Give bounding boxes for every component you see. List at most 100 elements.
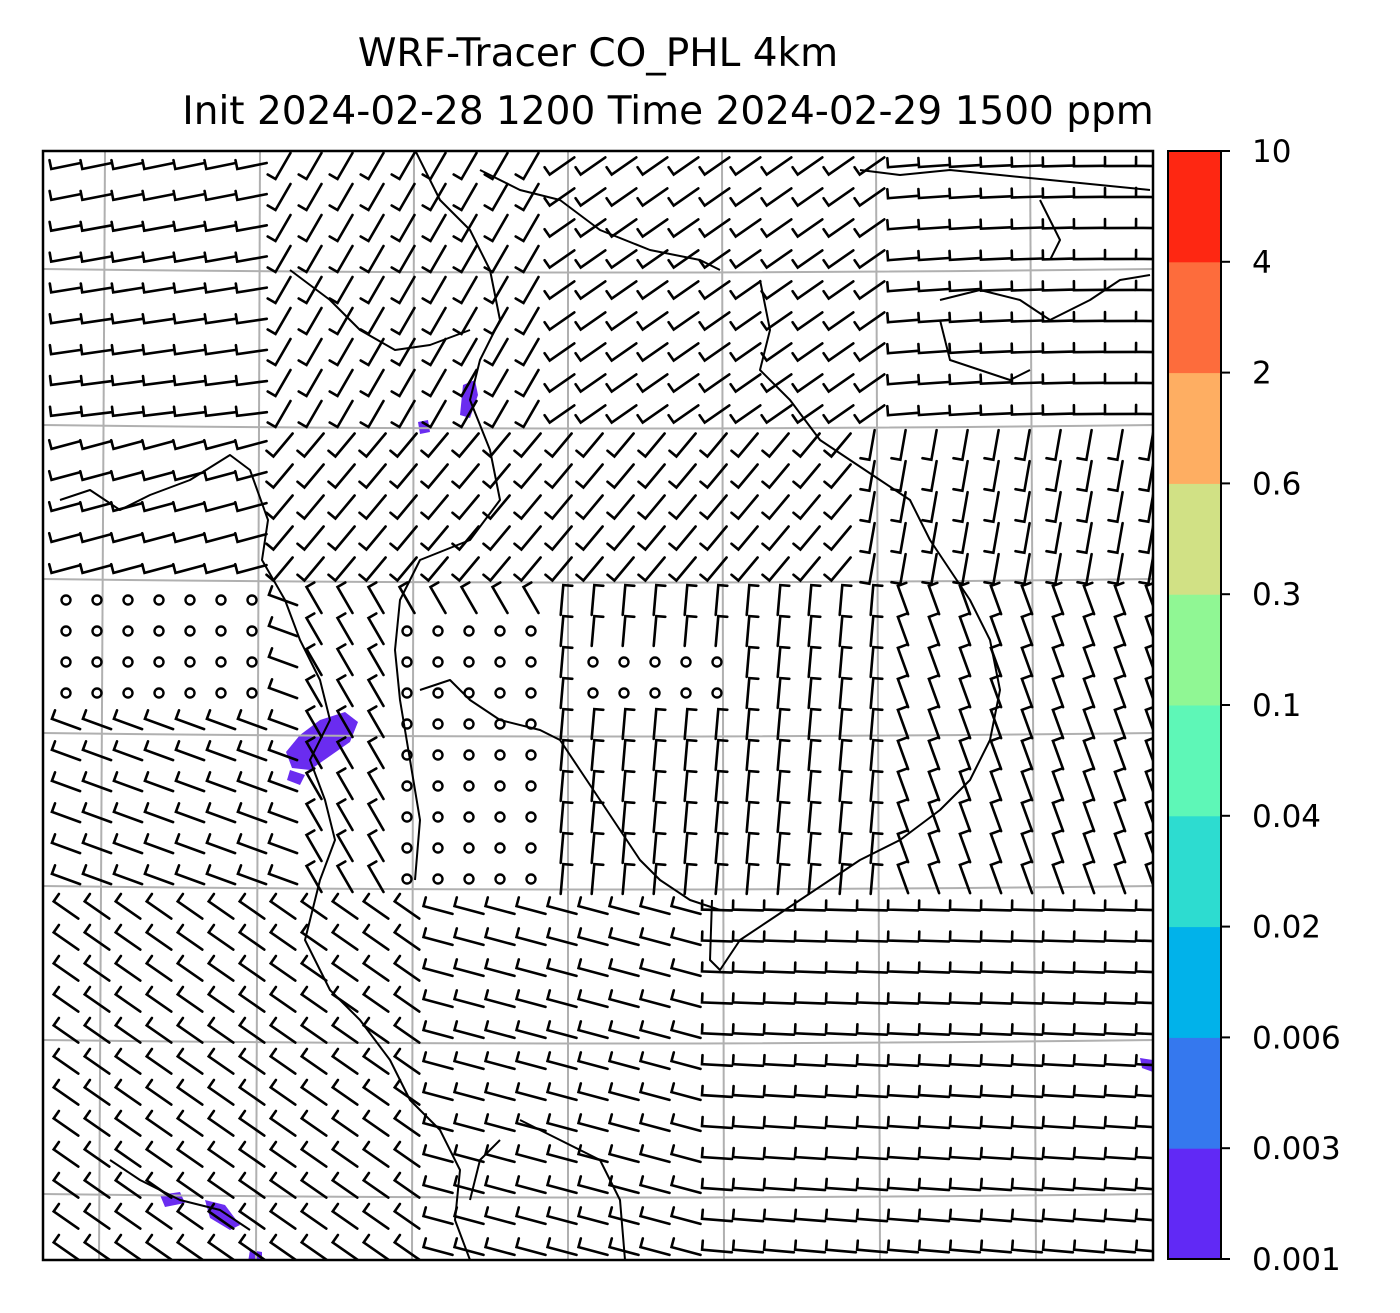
wind-barb (838, 769, 853, 803)
wind-barb (206, 954, 235, 982)
wind-barb (267, 678, 299, 700)
wind-barb (683, 831, 698, 865)
wind-barb (483, 1237, 516, 1257)
wind-barb (51, 1016, 80, 1044)
wind-barb (328, 399, 354, 429)
wind-barb (140, 438, 175, 451)
wind-barb (483, 1113, 516, 1133)
wind-barb (1134, 341, 1153, 354)
wind-barb (327, 525, 356, 552)
wind-barb (236, 864, 268, 886)
wind-barb (482, 556, 511, 583)
wind-barb (174, 709, 206, 731)
calm-wind-marker (184, 594, 196, 606)
calm-wind-marker (711, 656, 723, 668)
wind-barb (1041, 1208, 1075, 1223)
wind-barb (1010, 156, 1044, 168)
wind-barb (1010, 404, 1044, 416)
wind-barb (110, 251, 145, 264)
map-frame (41, 149, 1155, 1262)
wind-barb (109, 438, 144, 451)
colorbar-tick-label: 0.001 (1252, 1242, 1341, 1278)
wind-barb (838, 707, 853, 741)
wind-barb (328, 151, 354, 181)
wind-barb (1010, 1084, 1044, 1099)
wind-barb (714, 583, 729, 617)
wind-barb (234, 220, 269, 233)
wind-barb (958, 612, 972, 647)
wind-barb (206, 1047, 235, 1075)
wind-barb (174, 740, 206, 762)
wind-barb (421, 213, 447, 243)
wind-barb (304, 612, 323, 646)
wind-barb (1010, 899, 1044, 912)
wind-barb (607, 958, 640, 978)
wind-barb (683, 769, 698, 803)
wind-barb (822, 280, 855, 301)
wind-barb (1041, 1115, 1075, 1130)
wind-barb (638, 958, 671, 978)
wind-barb (47, 469, 82, 482)
wind-barb (731, 1146, 765, 1161)
wind-barb (606, 525, 635, 552)
tracer-concentration-layer (160, 380, 1153, 1260)
wind-barb (807, 831, 822, 865)
wind-barb (1051, 767, 1065, 802)
wind-barb (1076, 459, 1093, 493)
wind-barb (699, 463, 728, 490)
wind-barb (397, 581, 416, 615)
wind-barb (79, 220, 114, 233)
wind-barb (853, 280, 886, 301)
wind-barb (112, 864, 144, 886)
wind-barb (140, 469, 175, 482)
wind-barb (1072, 930, 1106, 943)
wind-barb (776, 831, 791, 865)
wind-barb (330, 1078, 359, 1106)
wind-barb (1113, 829, 1127, 864)
wind-barb (714, 707, 729, 741)
wind-barb (669, 989, 702, 1009)
wind-barb (668, 463, 697, 490)
lat-lon-gridlines (43, 151, 1153, 1260)
wind-barb (921, 428, 938, 462)
wind-barb (141, 405, 176, 418)
wind-barb (958, 767, 972, 802)
wind-barb (1051, 674, 1065, 709)
wind-barb (543, 249, 576, 270)
wind-barb (359, 337, 385, 367)
wind-barb (730, 432, 759, 459)
wind-barb (1134, 899, 1153, 912)
wind-barb (392, 1109, 421, 1137)
wind-barb (807, 614, 822, 648)
wind-barb (896, 674, 910, 709)
wind-barb (330, 985, 359, 1013)
wind-barb (761, 432, 790, 459)
wind-barb (1010, 1115, 1044, 1130)
wind-barb (47, 438, 82, 451)
wind-barb (917, 992, 951, 1005)
wind-barb (237, 985, 266, 1013)
wind-barb (652, 800, 667, 834)
wind-barb (700, 992, 734, 1005)
wind-barb (855, 1053, 889, 1068)
wind-barb (791, 404, 824, 425)
wind-barb (607, 1051, 640, 1071)
wind-barb (335, 860, 354, 894)
wind-barb (237, 1202, 266, 1230)
wind-barb (113, 1233, 142, 1260)
wind-barb (174, 833, 206, 855)
wind-barb (390, 151, 416, 181)
wind-barb (761, 525, 790, 552)
wind-barb (669, 1206, 702, 1226)
wind-barb (545, 1113, 578, 1133)
wind-barb (81, 864, 113, 886)
wind-barb (172, 374, 207, 387)
wind-barb (267, 709, 299, 731)
wind-barb (297, 182, 323, 212)
wind-barb (1134, 155, 1153, 168)
wind-barb (1082, 736, 1096, 771)
wind-barb (112, 833, 144, 855)
wind-barb (927, 767, 941, 802)
wind-barb (822, 404, 855, 425)
wind-barb (576, 1206, 609, 1226)
